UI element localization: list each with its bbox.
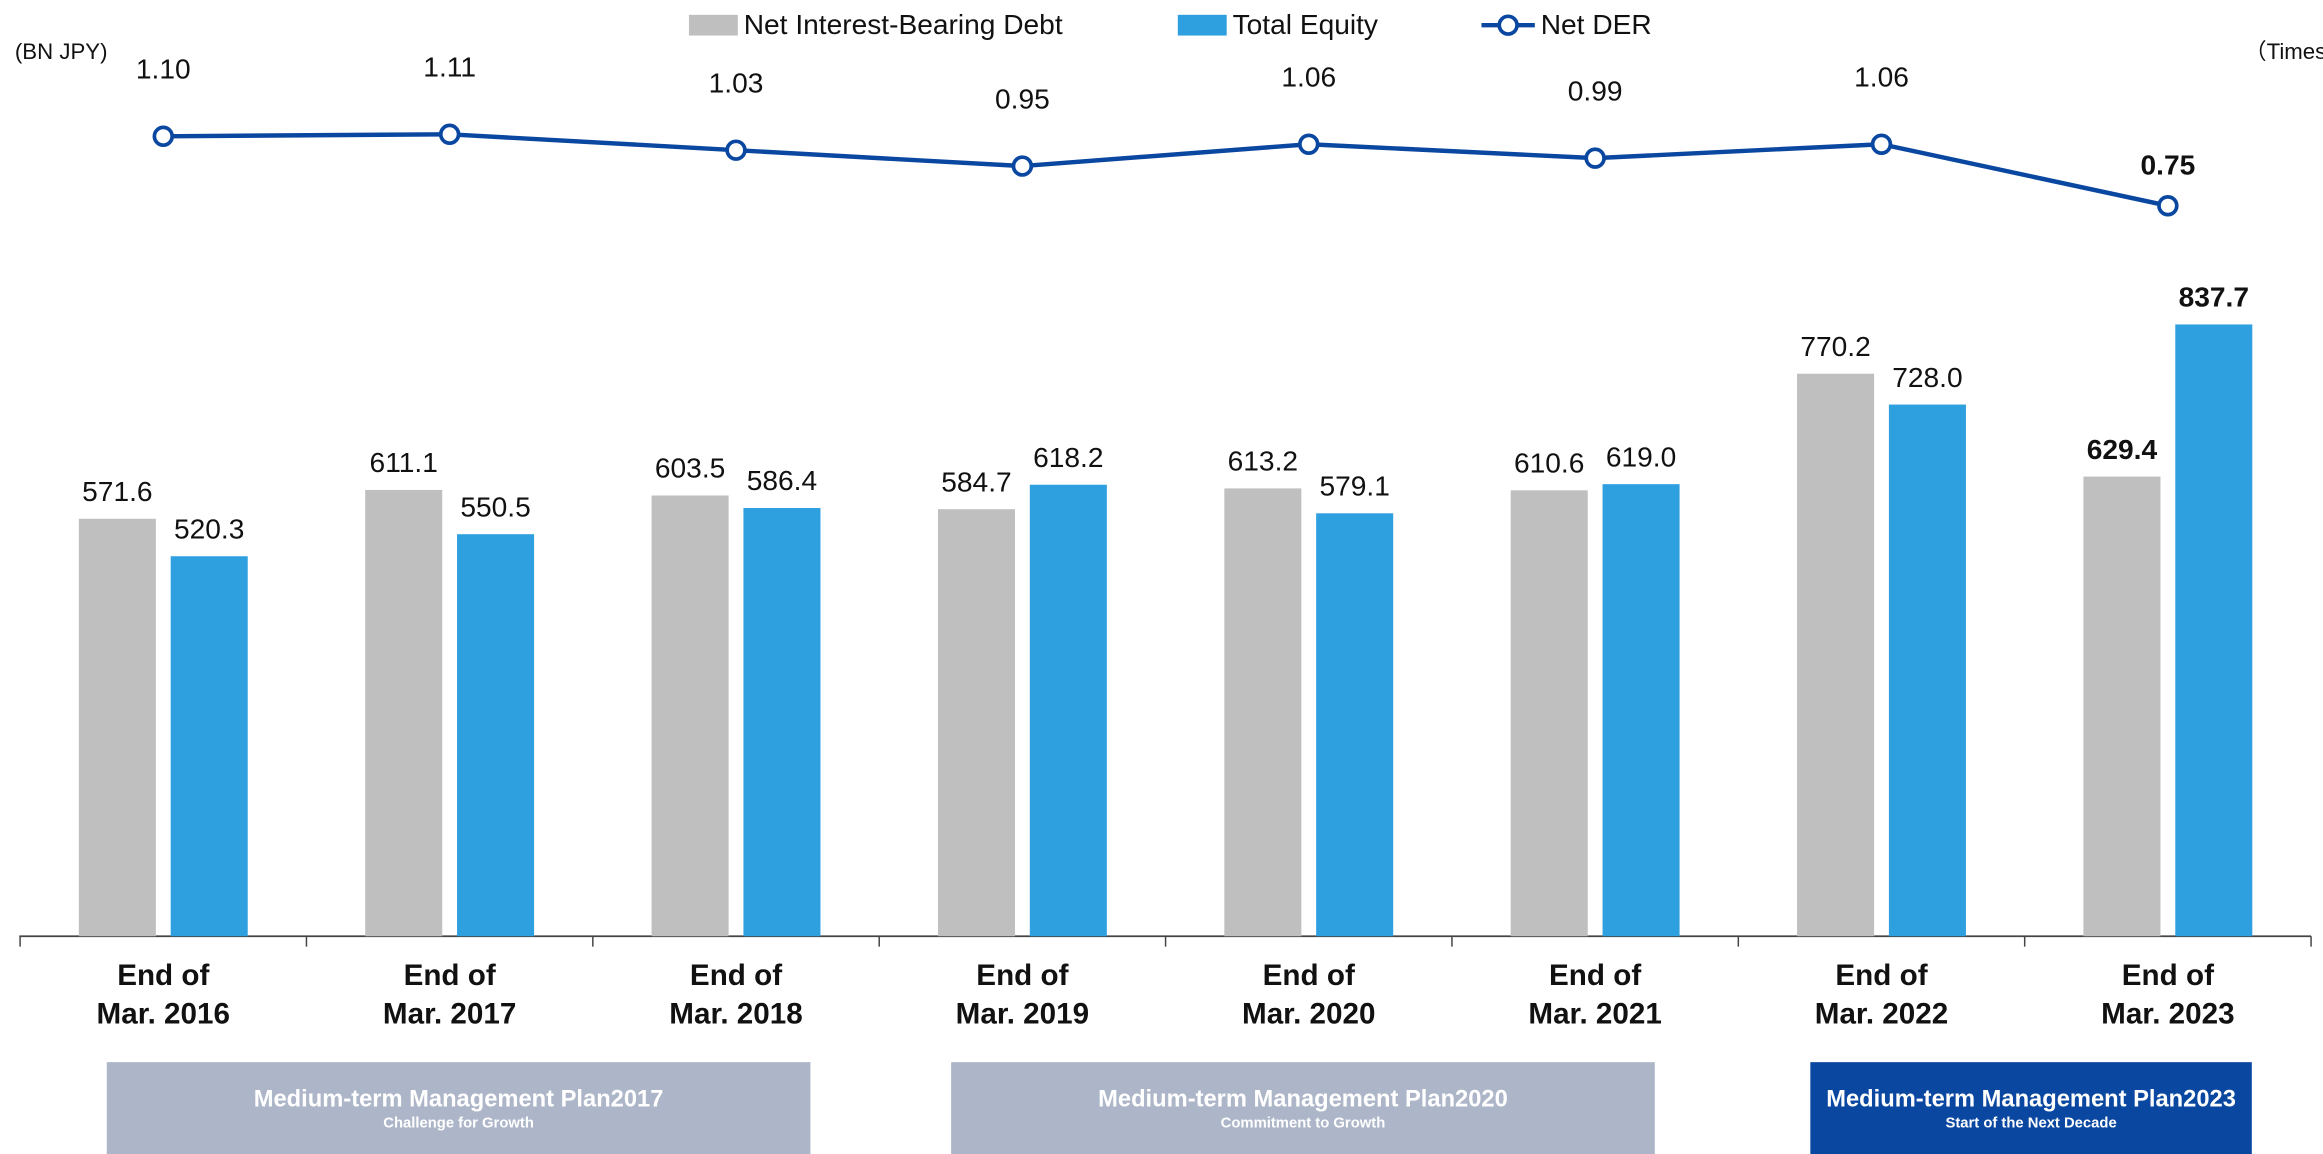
data-label: 0.75 bbox=[2140, 150, 2195, 181]
bar bbox=[1316, 513, 1394, 937]
plan-label: Medium-term Management Plan2020 Commitmen… bbox=[966, 1062, 1640, 1154]
x-tick-label: End of Mar. 2019 bbox=[955, 959, 1090, 1032]
bar bbox=[743, 507, 821, 937]
data-label: 610.6 bbox=[1514, 448, 1584, 479]
line-point bbox=[1870, 133, 1893, 155]
x-tick-label: End of Mar. 2021 bbox=[1528, 959, 1662, 1032]
legend-swatch bbox=[1497, 14, 1519, 36]
bar bbox=[1602, 484, 1680, 937]
data-label: 629.4 bbox=[2087, 434, 2158, 465]
plan-title: Medium-term Management Plan2023 bbox=[1826, 1086, 2236, 1112]
data-label: 770.2 bbox=[1800, 331, 1870, 362]
plan-label: Medium-term Management Plan2017 Challenge… bbox=[122, 1062, 796, 1154]
x-tick-label-box: End of Mar. 2023 bbox=[2101, 959, 2235, 1032]
data-label: 619.0 bbox=[1606, 441, 1676, 472]
plan-box bbox=[951, 1062, 1655, 1154]
bar bbox=[1888, 404, 1966, 937]
plan-text-box: Medium-term Management Plan2023 Start of … bbox=[1825, 1062, 2237, 1154]
x-tick-label: End of Mar. 2018 bbox=[669, 959, 803, 1032]
bar bbox=[1224, 488, 1302, 937]
line-point bbox=[725, 139, 747, 161]
x-tick-label: End of Mar. 2023 bbox=[2101, 959, 2235, 1032]
line-point bbox=[438, 123, 461, 146]
plan-subtitle: Commitment to Growth bbox=[1220, 1114, 1386, 1132]
x-tick-label-box: End of Mar. 2017 bbox=[382, 959, 517, 1032]
x-tick-label-box: End of Mar. 2020 bbox=[1242, 959, 1376, 1032]
plan-subtitle: Start of the Next Decade bbox=[1945, 1114, 2117, 1132]
plan-box bbox=[1810, 1062, 2252, 1154]
line-point bbox=[1298, 133, 1320, 155]
data-label: 1.06 bbox=[1281, 61, 1336, 92]
data-label: 1.10 bbox=[136, 54, 191, 85]
plan-text-box: Medium-term Management Plan2017 Challenge… bbox=[122, 1062, 796, 1154]
bar bbox=[78, 518, 156, 937]
plan-subtitle: Challenge for Growth bbox=[383, 1114, 534, 1132]
unit-left: (BN JPY) bbox=[15, 39, 108, 64]
bar bbox=[170, 556, 248, 937]
plan-title: Medium-term Management Plan2020 bbox=[1098, 1086, 1508, 1112]
line-point bbox=[2157, 195, 2179, 217]
bar bbox=[457, 534, 535, 937]
plan-label: Medium-term Management Plan2023 Start of … bbox=[1825, 1062, 2237, 1154]
data-label: 1.06 bbox=[1854, 61, 1909, 92]
bar bbox=[651, 495, 729, 937]
bar bbox=[2175, 324, 2253, 937]
data-label: 618.2 bbox=[1033, 442, 1103, 473]
x-tick-label: End of Mar. 2022 bbox=[1814, 959, 1949, 1032]
plan-box bbox=[106, 1062, 811, 1154]
data-label: 0.99 bbox=[1568, 75, 1623, 106]
legend-label: Net DER bbox=[1541, 9, 1652, 40]
x-tick-label-box: End of Mar. 2019 bbox=[955, 959, 1090, 1032]
x-tick-label-box: End of Mar. 2016 bbox=[96, 959, 230, 1032]
x-tick-label-box: End of Mar. 2018 bbox=[669, 959, 803, 1032]
legend-swatch bbox=[1177, 14, 1227, 36]
data-label: 520.3 bbox=[174, 514, 244, 545]
data-label: 728.0 bbox=[1892, 362, 1962, 393]
data-label: 586.4 bbox=[747, 465, 817, 496]
data-label: 611.1 bbox=[370, 447, 438, 478]
data-label: 0.95 bbox=[995, 83, 1050, 114]
plan-title: Medium-term Management Plan2017 bbox=[253, 1086, 664, 1112]
x-tick-label-box: End of Mar. 2021 bbox=[1528, 959, 1662, 1032]
data-label: 584.7 bbox=[941, 466, 1011, 497]
legend-label: Total Equity bbox=[1233, 9, 1378, 40]
data-label: 1.03 bbox=[709, 67, 764, 98]
bar bbox=[1029, 484, 1107, 937]
plan-text-box: Medium-term Management Plan2020 Commitmen… bbox=[966, 1062, 1640, 1154]
bar bbox=[365, 489, 443, 937]
data-label: 603.5 bbox=[655, 453, 725, 484]
x-tick-label: End of Mar. 2016 bbox=[96, 959, 230, 1032]
bar bbox=[1510, 490, 1588, 937]
unit-right: （Times) bbox=[2244, 39, 2323, 64]
x-tick-label-box: End of Mar. 2022 bbox=[1814, 959, 1949, 1032]
line-point bbox=[1011, 155, 1034, 177]
bar bbox=[1797, 373, 1875, 937]
bar bbox=[2083, 476, 2161, 937]
bar bbox=[937, 509, 1015, 937]
data-label: 579.1 bbox=[1319, 471, 1389, 502]
data-label: 550.5 bbox=[460, 491, 530, 522]
line bbox=[163, 132, 2169, 208]
legend-label: Net Interest-Bearing Debt bbox=[744, 9, 1063, 40]
data-label: 1.11 bbox=[423, 52, 476, 83]
data-label: 613.2 bbox=[1228, 446, 1298, 477]
legend-swatch bbox=[688, 14, 738, 36]
x-tick-label: End of Mar. 2020 bbox=[1242, 959, 1376, 1032]
data-label: 837.7 bbox=[2179, 282, 2249, 313]
x-tick-label: End of Mar. 2017 bbox=[382, 959, 517, 1032]
line-point bbox=[152, 125, 175, 148]
data-label: 571.6 bbox=[82, 476, 152, 507]
line-point bbox=[1584, 147, 1606, 169]
